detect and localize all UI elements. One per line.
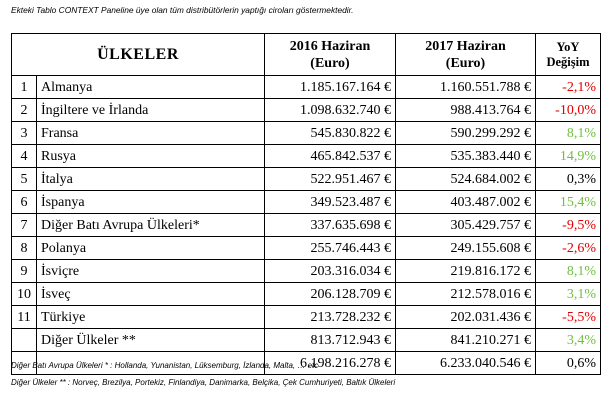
row-country: Almanya [36,75,265,99]
row-yoy-change: -2,6% [535,236,601,260]
row-yoy-change: -9,5% [535,213,601,237]
row-value-2017: 403.487.002 € [395,190,536,214]
row-value-2017: 524.684.002 € [395,167,536,191]
header-yoy-subtitle: Değişim [546,54,590,69]
row-value-2017: 219.816.172 € [395,259,536,283]
footnote-other-countries: Diğer Ülkeler ** : Norveç, Brezilya, Por… [11,378,396,387]
row-value-2017: 305.429.757 € [395,213,536,237]
total-value-2016: 6.198.216.278 € [264,351,396,375]
footnote-western-europe: Diğer Batı Avrupa Ülkeleri * : Hollanda,… [11,361,319,370]
row-value-2016: 203.316.034 € [264,259,396,283]
row-number: 9 [11,259,37,283]
table-row: 7 Diğer Batı Avrupa Ülkeleri* 337.635.69… [11,213,601,237]
row-value-2017: 249.155.608 € [395,236,536,260]
row-value-2017: 212.578.016 € [395,282,536,306]
row-country: İsviçre [36,259,265,283]
row-number: 6 [11,190,37,214]
header-2017: 2017 Haziran (Euro) [395,33,536,76]
row-value-2016: 465.842.537 € [264,144,396,168]
header-countries: ÜLKELER [11,33,265,76]
row-value-2017: 1.160.551.788 € [395,75,536,99]
row-country: İngiltere ve İrlanda [36,98,265,122]
row-number: 8 [11,236,37,260]
table-row: 11 Türkiye 213.728.232 € 202.031.436 € -… [11,305,601,329]
header-2016-title: 2016 Haziran [289,38,371,54]
row-yoy-change: 0,3% [535,167,601,191]
row-value-2017: 988.413.764 € [395,98,536,122]
row-number: 1 [11,75,37,99]
table-row: 1 Almanya 1.185.167.164 € 1.160.551.788 … [11,75,601,99]
table-row: 8 Polanya 255.746.443 € 249.155.608 € -2… [11,236,601,260]
row-value-2016: 1.185.167.164 € [264,75,396,99]
row-number: 11 [11,305,37,329]
row-number: 5 [11,167,37,191]
row-value-2016: 255.746.443 € [264,236,396,260]
row-number: 2 [11,98,37,122]
row-yoy-change: -5,5% [535,305,601,329]
row-yoy-change: -2,1% [535,75,601,99]
row-value-2016: 545.830.822 € [264,121,396,145]
row-value-2016: 522.951.467 € [264,167,396,191]
row-country: İspanya [36,190,265,214]
header-2016-unit: (Euro) [310,55,350,71]
row-value-2016: 349.523.487 € [264,190,396,214]
row-yoy-change: 3,4% [535,328,601,352]
row-value-2017: 202.031.436 € [395,305,536,329]
header-row: ÜLKELER 2016 Haziran (Euro) 2017 Haziran… [11,33,601,76]
row-value-2017: 535.383.440 € [395,144,536,168]
table-row: 4 Rusya 465.842.537 € 535.383.440 € 14,9… [11,144,601,168]
table-row: 9 İsviçre 203.316.034 € 219.816.172 € 8,… [11,259,601,283]
row-yoy-change: 3,1% [535,282,601,306]
table-row: 5 İtalya 522.951.467 € 524.684.002 € 0,3… [11,167,601,191]
row-country: Diğer Ülkeler ** [36,328,265,352]
header-yoy-title: YoY [556,39,580,54]
row-country: Polanya [36,236,265,260]
total-row: 6.198.216.278 € 6.233.040.546 € 0,6% [11,351,601,375]
table-row: 2 İngiltere ve İrlanda 1.098.632.740 € 9… [11,98,601,122]
table-row: Diğer Ülkeler ** 813.712.943 € 841.210.2… [11,328,601,352]
row-value-2016: 813.712.943 € [264,328,396,352]
row-number: 4 [11,144,37,168]
row-yoy-change: 15,4% [535,190,601,214]
row-country: Diğer Batı Avrupa Ülkeleri* [36,213,265,237]
sales-table: ÜLKELER 2016 Haziran (Euro) 2017 Haziran… [11,33,601,375]
row-yoy-change: 14,9% [535,144,601,168]
total-yoy-change: 0,6% [535,351,601,375]
header-2017-title: 2017 Haziran [425,38,506,54]
row-number: 10 [11,282,37,306]
header-2017-unit: (Euro) [445,55,486,71]
row-country: Türkiye [36,305,265,329]
table-row: 3 Fransa 545.830.822 € 590.299.292 € 8,1… [11,121,601,145]
header-yoy: YoY Değişim [535,33,601,76]
row-country: İtalya [36,167,265,191]
total-value-2017: 6.233.040.546 € [395,351,536,375]
row-yoy-change: 8,1% [535,121,601,145]
row-value-2017: 841.210.271 € [395,328,536,352]
row-number: 7 [11,213,37,237]
row-country: Rusya [36,144,265,168]
row-value-2017: 590.299.292 € [395,121,536,145]
row-value-2016: 206.128.709 € [264,282,396,306]
row-value-2016: 337.635.698 € [264,213,396,237]
row-number: 3 [11,121,37,145]
row-value-2016: 213.728.232 € [264,305,396,329]
row-country: İsveç [36,282,265,306]
table-caption: Ekteki Tablo CONTEXT Paneline üye olan t… [11,5,354,15]
row-country: Fransa [36,121,265,145]
total-number-cell [11,351,37,375]
row-yoy-change: 8,1% [535,259,601,283]
total-label-cell [36,351,265,375]
table-row: 6 İspanya 349.523.487 € 403.487.002 € 15… [11,190,601,214]
row-value-2016: 1.098.632.740 € [264,98,396,122]
row-number [11,328,37,352]
table-row: 10 İsveç 206.128.709 € 212.578.016 € 3,1… [11,282,601,306]
header-2016: 2016 Haziran (Euro) [264,33,396,76]
row-yoy-change: -10,0% [535,98,601,122]
